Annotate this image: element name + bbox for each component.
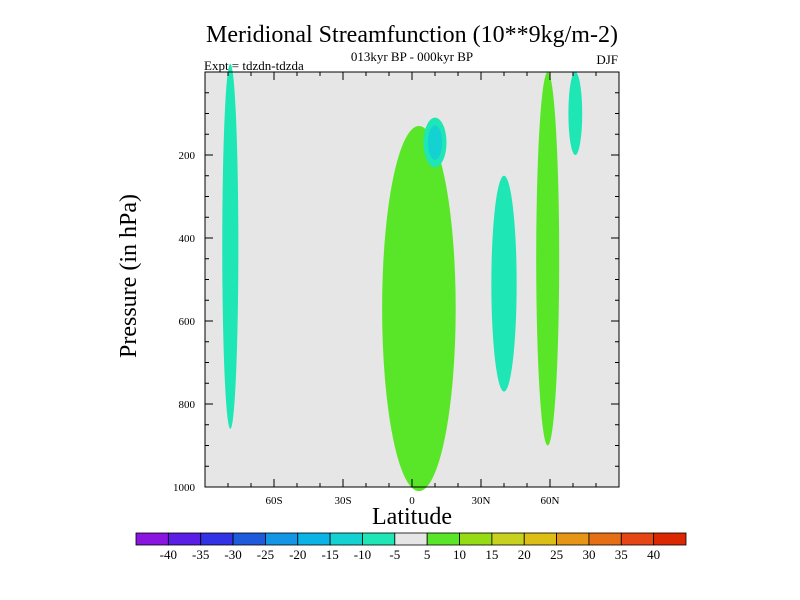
y-tick-label: 800 <box>179 399 196 411</box>
colorbar-box <box>426 532 460 546</box>
colorbar-box <box>588 532 622 546</box>
axis-ticks <box>204 72 620 488</box>
x-tick-label: 30N <box>472 495 491 507</box>
colorbar-box <box>232 532 266 546</box>
colorbar: -40 -35 -30 -25 -20 -15 -10 -5 5 10 15 20 25 30 35 40 <box>135 532 687 562</box>
chart-subtitle: 013kyr BP - 000kyr BP <box>351 49 473 64</box>
colorbar-label: 40 <box>647 547 660 562</box>
contour-band-nh-60n-band-1 <box>536 72 560 446</box>
colorbar-box <box>329 532 363 546</box>
x-tick-label: 60N <box>541 495 560 507</box>
colorbar-box <box>491 532 525 546</box>
contour-nh-high-negative <box>423 117 447 168</box>
colorbar-box <box>362 532 396 546</box>
colorbar-label: -5 <box>389 547 400 562</box>
y-tick-label: 600 <box>179 316 196 328</box>
season-label: DJF <box>596 52 618 67</box>
colorbar-box <box>523 532 557 546</box>
contour-nh-midlat-negative <box>491 175 517 392</box>
x-tick-label: 30S <box>334 495 351 507</box>
contour-nh-polar-negative <box>568 72 583 155</box>
colorbar-label: -35 <box>192 547 209 562</box>
contour-band-nh-high-negative-2 <box>427 125 443 160</box>
experiment-label: Expt = tdzdn-tdzda <box>204 58 304 73</box>
colorbar-label: -15 <box>321 547 338 562</box>
colorbar-box <box>653 532 687 546</box>
colorbar-label: 25 <box>550 547 563 562</box>
colorbar-label: 30 <box>582 547 595 562</box>
axis-tick-labels: 60S 30S 0 30N 60N 200 400 600 800 1000 <box>173 150 560 507</box>
plot-area: 60S 30S 0 30N 60N 200 400 600 800 1000 <box>173 63 620 507</box>
y-axis-label: Pressure (in hPa) <box>116 194 142 358</box>
y-tick-label: 200 <box>179 150 196 162</box>
y-tick-label: 1000 <box>173 482 196 494</box>
colorbar-label: 5 <box>424 547 431 562</box>
colorbar-box <box>556 532 590 546</box>
colorbar-box <box>459 532 493 546</box>
contour-band-nh-polar-negative-1 <box>568 72 583 155</box>
contour-ne-cell-outer <box>382 125 456 492</box>
colorbar-box <box>167 532 202 546</box>
colorbar-label: -30 <box>224 547 241 562</box>
colorbar-label: 15 <box>485 547 498 562</box>
colorbar-label: -25 <box>257 547 274 562</box>
chart-title: Meridional Streamfunction (10**9kg/m-2) <box>206 22 618 48</box>
colorbar-box <box>135 532 169 546</box>
colorbar-box <box>394 532 428 546</box>
colorbar-label: -10 <box>354 547 371 562</box>
colorbar-label: -20 <box>289 547 306 562</box>
colorbar-label: 20 <box>518 547 531 562</box>
colorbar-label: -40 <box>160 547 177 562</box>
contour-band-nh-midlat-negative-1 <box>491 175 517 392</box>
colorbar-box <box>620 532 655 546</box>
colorbar-label: 35 <box>615 547 628 562</box>
colorbar-box <box>265 532 299 546</box>
x-tick-label: 60S <box>265 495 282 507</box>
contour-sh-polar-band <box>222 63 239 429</box>
y-tick-label: 400 <box>179 233 196 245</box>
colorbar-box <box>297 532 331 546</box>
contour-nh-60n-band <box>536 72 560 446</box>
contour-band-sh-polar-band-1 <box>222 63 239 429</box>
x-tick-label: 0 <box>409 495 415 507</box>
colorbar-label: 10 <box>453 547 466 562</box>
contour-fill-layer <box>222 63 583 492</box>
contour-band-ne-cell-outer-1 <box>382 125 456 492</box>
colorbar-box <box>200 532 234 546</box>
x-axis-label: Latitude <box>372 504 452 530</box>
